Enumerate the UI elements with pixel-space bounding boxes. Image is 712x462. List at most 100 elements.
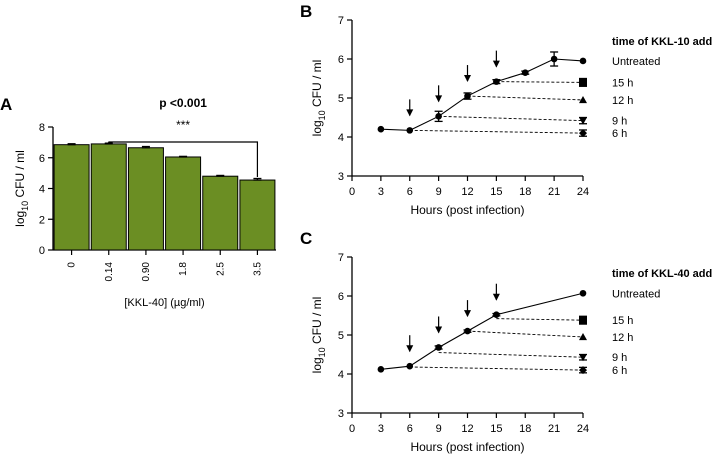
legend-title: time of KKL-40 addition bbox=[612, 268, 712, 280]
y-tick-label: 6 bbox=[338, 291, 344, 303]
bar bbox=[127, 147, 164, 251]
legend-9h: 9 h bbox=[612, 116, 627, 128]
treated-point-9h bbox=[579, 354, 587, 362]
treated-line-12h bbox=[467, 330, 584, 338]
x-tick-label: 12 bbox=[461, 423, 473, 435]
legend-untreated: Untreated bbox=[612, 56, 660, 68]
y-tick-label: 0 bbox=[39, 245, 45, 257]
x-tick-label: 0 bbox=[349, 423, 355, 435]
treated-line-6h bbox=[409, 366, 584, 371]
treated-point-15h bbox=[579, 78, 587, 87]
x-tick-label: 3 bbox=[378, 186, 384, 198]
x-tick-label: 24 bbox=[577, 423, 589, 435]
untreated-line bbox=[380, 292, 584, 370]
treated-line-15h bbox=[496, 318, 584, 321]
addition-arrow-head bbox=[492, 60, 500, 68]
bar bbox=[53, 144, 90, 251]
x-tick-label: 0 bbox=[67, 262, 78, 268]
untreated-point bbox=[435, 344, 442, 351]
y-tick-label: 6 bbox=[338, 54, 344, 66]
untreated-point bbox=[377, 125, 385, 133]
untreated-line bbox=[380, 58, 584, 131]
panel-label-c: C bbox=[300, 229, 312, 248]
addition-arrow-head bbox=[406, 109, 414, 117]
significance-bracket bbox=[108, 141, 259, 177]
x-tick-label: 0.90 bbox=[141, 262, 152, 282]
x-tick-label: 1.8 bbox=[178, 262, 189, 276]
addition-arrow-head bbox=[435, 95, 443, 103]
y-tick-label: 5 bbox=[338, 93, 344, 105]
bar bbox=[90, 143, 127, 251]
bar bbox=[165, 156, 202, 251]
x-tick-label: 18 bbox=[519, 186, 531, 198]
treated-point-15h bbox=[579, 316, 587, 325]
y-tick-label: 2 bbox=[39, 214, 45, 226]
x-tick-label: 21 bbox=[548, 186, 560, 198]
untreated-point bbox=[377, 366, 385, 373]
x-tick-label: 6 bbox=[407, 423, 413, 435]
y-tick-label: 8 bbox=[39, 122, 45, 134]
legend-title: time of KKL-10 addition bbox=[612, 36, 712, 48]
treated-point-6h bbox=[579, 366, 587, 375]
y-tick-label: 6 bbox=[39, 153, 45, 165]
x-tick-label: 2.5 bbox=[215, 262, 226, 276]
x-tick-label: 15 bbox=[490, 186, 502, 198]
untreated-point bbox=[406, 362, 414, 370]
addition-arrow-head bbox=[464, 75, 471, 83]
addition-arrow-head bbox=[406, 345, 414, 353]
panel-label-a: A bbox=[0, 95, 12, 114]
treated-line-6h bbox=[409, 129, 584, 134]
y-tick-label: 3 bbox=[338, 171, 344, 183]
x-tick-label: 0.14 bbox=[104, 262, 115, 282]
x-axis-label: Hours (post infection) bbox=[410, 203, 524, 217]
panel-label-b: B bbox=[300, 2, 312, 21]
x-axis-label: Hours (post infection) bbox=[410, 440, 524, 454]
legend-6h: 6 h bbox=[612, 128, 627, 140]
untreated-point bbox=[493, 78, 500, 85]
y-axis-label: log10 CFU / ml bbox=[310, 297, 327, 374]
x-tick-label: 3.5 bbox=[252, 262, 263, 276]
bar bbox=[202, 175, 239, 251]
x-tick-label: 6 bbox=[407, 186, 413, 198]
bar bbox=[239, 179, 276, 251]
y-tick-label: 7 bbox=[338, 15, 344, 27]
legend-12h: 12 h bbox=[612, 332, 633, 344]
legend-12h: 12 h bbox=[612, 95, 633, 107]
treated-point-9h bbox=[579, 117, 587, 125]
x-tick-label: 9 bbox=[436, 186, 442, 198]
addition-arrow-head bbox=[464, 310, 471, 318]
x-tick-label: 9 bbox=[436, 423, 442, 435]
treated-line-12h bbox=[467, 95, 584, 101]
treated-point-12h bbox=[579, 332, 587, 341]
legend-9h: 9 h bbox=[612, 352, 627, 364]
y-tick-label: 4 bbox=[338, 369, 344, 381]
x-tick-label: 24 bbox=[577, 186, 589, 198]
treated-line-9h bbox=[438, 352, 584, 358]
untreated-point bbox=[493, 311, 500, 319]
x-axis-label: [KKL-40] (µg/ml) bbox=[124, 297, 204, 309]
untreated-point bbox=[550, 55, 558, 63]
significance-p-value: p <0.001 bbox=[159, 96, 207, 110]
untreated-point bbox=[579, 57, 587, 65]
y-tick-label: 4 bbox=[338, 132, 344, 144]
y-tick-label: 5 bbox=[338, 330, 344, 342]
x-tick-label: 0 bbox=[349, 186, 355, 198]
treated-point-6h bbox=[579, 129, 587, 138]
treated-point-12h bbox=[579, 95, 587, 104]
y-tick-label: 7 bbox=[338, 252, 344, 264]
y-axis-label: log10 CFU / ml bbox=[310, 60, 327, 137]
treated-line-15h bbox=[496, 81, 584, 83]
y-tick-label: 4 bbox=[39, 184, 45, 196]
legend-15h: 15 h bbox=[612, 315, 633, 327]
legend-15h: 15 h bbox=[612, 77, 633, 89]
bar-chart-panel-a: 0 2 4 6 8 0 0.14 0.90 1.8 2.5 3.5 p <0.001 *** log10 … bbox=[13, 96, 276, 309]
x-tick-label: 21 bbox=[548, 423, 560, 435]
x-tick-label: 15 bbox=[490, 423, 502, 435]
x-tick-label: 3 bbox=[378, 423, 384, 435]
x-tick-label: 12 bbox=[461, 186, 473, 198]
legend-6h: 6 h bbox=[612, 365, 627, 377]
addition-arrow-head bbox=[492, 293, 500, 301]
